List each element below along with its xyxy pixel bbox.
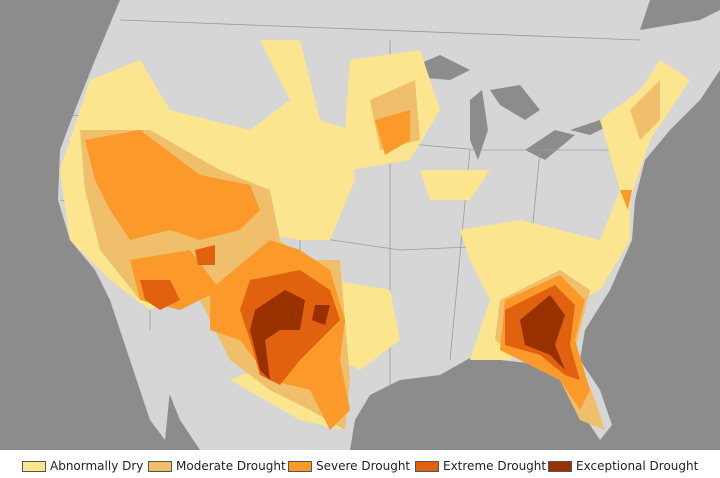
drought-map	[0, 0, 720, 450]
legend-label: Severe Drought	[316, 459, 411, 473]
legend: Abnormally Dry Moderate Drought Severe D…	[0, 450, 720, 478]
legend-item-moderate-drought: Moderate Drought	[148, 459, 286, 473]
legend-label: Exceptional Drought	[576, 459, 699, 473]
swatch	[548, 460, 572, 472]
swatch	[22, 460, 46, 472]
legend-item-severe-drought: Severe Drought	[288, 459, 410, 473]
legend-item-exceptional-drought: Exceptional Drought	[548, 459, 698, 473]
legend-label: Extreme Drought	[443, 459, 547, 473]
legend-label: Abnormally Dry	[50, 459, 144, 473]
legend-label: Moderate Drought	[176, 459, 286, 473]
swatch	[148, 460, 172, 472]
swatch	[288, 460, 312, 472]
swatch	[415, 460, 439, 472]
legend-item-extreme-drought: Extreme Drought	[415, 459, 546, 473]
legend-item-abnormally-dry: Abnormally Dry	[22, 459, 143, 473]
drought-exceptional	[250, 290, 565, 380]
